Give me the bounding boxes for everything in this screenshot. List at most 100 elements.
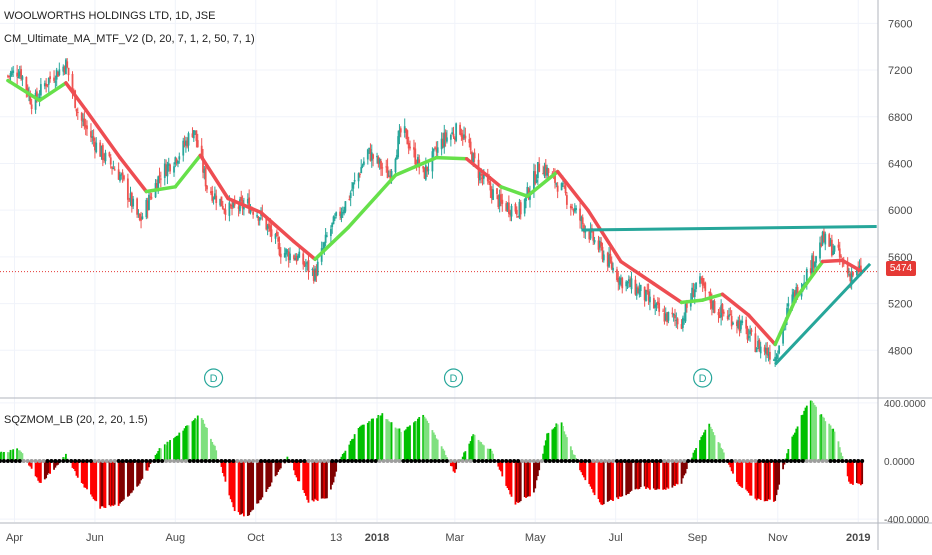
momentum-bar xyxy=(265,461,268,492)
momentum-bar xyxy=(54,461,57,468)
candle-body xyxy=(523,199,526,214)
momentum-bar xyxy=(856,461,858,483)
momentum-bar xyxy=(224,461,227,482)
squeeze-dot xyxy=(413,459,418,463)
candle-body xyxy=(352,182,355,189)
momentum-bar xyxy=(569,446,572,461)
momentum-bar xyxy=(323,461,326,499)
momentum-bar xyxy=(786,453,788,461)
squeeze-dot xyxy=(535,459,540,463)
candle-body xyxy=(737,320,740,328)
squeeze-dot xyxy=(73,459,78,463)
momentum-bar xyxy=(801,414,804,461)
candle-body xyxy=(629,279,632,287)
momentum-bar xyxy=(768,461,771,500)
candle-body xyxy=(423,168,426,179)
momentum-bar xyxy=(759,461,762,501)
squeeze-dot xyxy=(259,459,264,463)
momentum-bar xyxy=(344,450,347,461)
candle-body xyxy=(340,213,343,219)
candle-body xyxy=(158,175,161,177)
momentum-bar xyxy=(774,461,777,501)
candle-body xyxy=(667,311,670,321)
momentum-bar xyxy=(634,461,637,490)
candle-body xyxy=(507,202,510,214)
candle-body xyxy=(9,73,12,77)
candle-body xyxy=(34,92,37,110)
candle-body xyxy=(805,269,808,285)
ma-line-segment xyxy=(434,155,469,161)
momentum-bar xyxy=(486,448,489,461)
momentum-bar xyxy=(544,440,547,461)
squeeze-dot xyxy=(785,459,790,463)
candle-body xyxy=(435,148,438,152)
momentum-bar xyxy=(341,454,344,461)
squeeze-dot xyxy=(294,459,299,463)
momentum-bar xyxy=(82,461,84,484)
candle-body xyxy=(121,172,124,176)
squeeze-dot xyxy=(397,459,402,463)
momentum-bar xyxy=(472,434,475,461)
momentum-bar xyxy=(436,439,439,461)
candle-body xyxy=(213,193,216,199)
momentum-bar xyxy=(506,461,509,489)
squeeze-dot xyxy=(646,459,651,463)
momentum-bar xyxy=(204,426,207,461)
squeeze-dot xyxy=(128,459,133,463)
candle-body xyxy=(434,147,436,149)
candle-body xyxy=(75,108,78,112)
momentum-bar xyxy=(166,441,169,461)
candle-body xyxy=(625,281,628,287)
momentum-bar xyxy=(643,461,646,487)
candle-body xyxy=(46,84,49,86)
candle-body xyxy=(304,265,307,267)
candle-body xyxy=(828,234,831,247)
momentum-bar xyxy=(117,461,120,506)
momentum-bar xyxy=(488,448,490,461)
candle-body xyxy=(833,245,836,252)
momentum-bar xyxy=(732,461,734,474)
candle-body xyxy=(823,231,825,243)
x-tick-label: Jul xyxy=(609,532,623,544)
candle-body xyxy=(258,217,261,221)
squeeze-dot xyxy=(832,459,837,463)
ma-line-segment xyxy=(292,239,317,261)
ma-line-segment xyxy=(720,292,751,318)
squeeze-dot xyxy=(160,459,165,463)
squeeze-dot xyxy=(13,459,18,463)
candle-body xyxy=(126,178,129,200)
momentum-bar xyxy=(658,461,661,490)
squeeze-dot xyxy=(496,459,501,463)
candle-body xyxy=(717,312,720,316)
candle-body xyxy=(639,284,642,292)
squeeze-dot xyxy=(33,459,38,463)
momentum-bar xyxy=(270,461,273,483)
candle-body xyxy=(83,118,86,127)
momentum-tick-label: 0.0000 xyxy=(884,457,915,468)
candle-body xyxy=(763,347,766,352)
momentum-bar xyxy=(154,454,157,461)
ma-line-segment xyxy=(794,259,825,300)
momentum-bar xyxy=(394,427,397,461)
candle-body xyxy=(405,128,407,132)
candle-body xyxy=(837,244,840,248)
candle-body xyxy=(76,111,79,113)
momentum-bar xyxy=(385,419,388,461)
momentum-bar xyxy=(849,461,852,484)
momentum-bar xyxy=(581,461,584,476)
momentum-bar xyxy=(527,461,530,497)
momentum-bar xyxy=(405,429,407,461)
candle-body xyxy=(424,165,427,180)
momentum-bar xyxy=(718,443,721,461)
squeeze-dot xyxy=(725,459,730,463)
candle-body xyxy=(564,186,567,194)
squeeze-dot xyxy=(152,459,157,463)
candle-body xyxy=(283,252,286,258)
squeeze-dot xyxy=(666,459,671,463)
momentum-bar xyxy=(829,425,832,461)
momentum-bar xyxy=(490,450,493,461)
ma-line-segment xyxy=(6,78,42,103)
y-tick-label: 7600 xyxy=(888,18,912,30)
